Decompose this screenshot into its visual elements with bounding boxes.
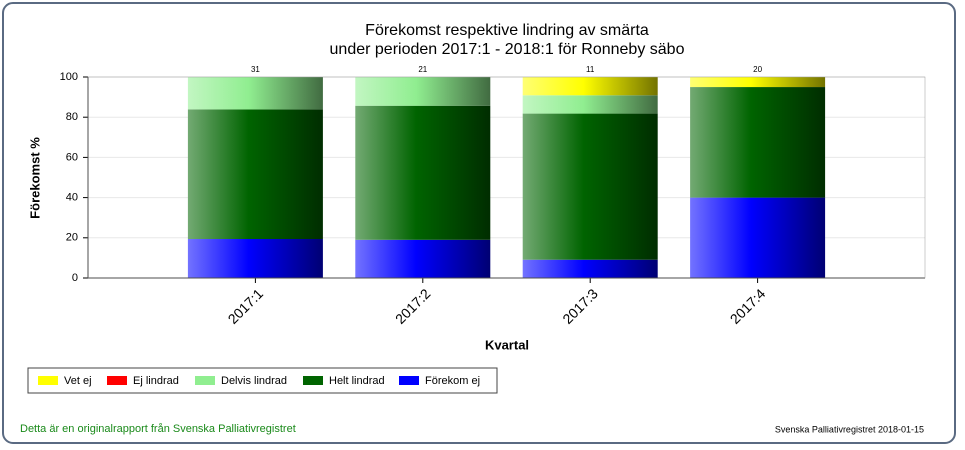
- bar-segment: [187, 77, 323, 110]
- bar-segment: [522, 95, 658, 114]
- bar-segment: [690, 87, 826, 198]
- legend-label: Ej lindrad: [133, 375, 179, 387]
- bar-label: 31: [251, 65, 260, 74]
- bar-segment: [355, 105, 491, 240]
- legend-swatch: [107, 376, 127, 385]
- footer-right: Svenska Palliativregistret 2018-01-15: [775, 424, 924, 434]
- bar-label: 11: [586, 65, 595, 74]
- legend-swatch: [195, 376, 215, 385]
- y-tick-label: 0: [72, 272, 78, 284]
- footer-left: Detta är en originalrapport från Svenska…: [20, 423, 296, 435]
- bar-segment: [355, 77, 491, 106]
- x-axis-label: Kvartal: [485, 337, 529, 352]
- legend-label: Förekom ej: [425, 375, 480, 387]
- y-tick-label: 80: [66, 111, 78, 123]
- bar-segment: [522, 77, 658, 96]
- y-axis-label: Förekomst %: [27, 137, 42, 219]
- legend-swatch: [399, 376, 419, 385]
- y-tick-label: 20: [66, 232, 78, 244]
- bar-label: 20: [753, 65, 762, 74]
- bar-segment: [187, 109, 323, 240]
- chart-subtitle: under perioden 2017:1 - 2018:1 för Ronne…: [330, 41, 685, 58]
- bar-segment: [187, 239, 323, 278]
- legend-swatch: [303, 376, 323, 385]
- bar-segment: [355, 239, 491, 278]
- legend-label: Helt lindrad: [329, 375, 385, 387]
- plot-border: [87, 76, 926, 279]
- bar-label: 21: [418, 65, 427, 74]
- bar-segment: [522, 259, 658, 278]
- legend-swatch: [38, 376, 58, 385]
- legend-label: Delvis lindrad: [221, 375, 287, 387]
- legend-label: Vet ej: [64, 375, 92, 387]
- bar-segment: [690, 197, 826, 278]
- y-tick-label: 60: [66, 151, 78, 163]
- y-tick-label: 40: [66, 192, 78, 204]
- bar-segment: [690, 77, 826, 88]
- chart-title: Förekomst respektive lindring av smärta: [365, 22, 649, 39]
- bar-segment: [522, 113, 658, 260]
- y-tick-label: 100: [60, 71, 78, 83]
